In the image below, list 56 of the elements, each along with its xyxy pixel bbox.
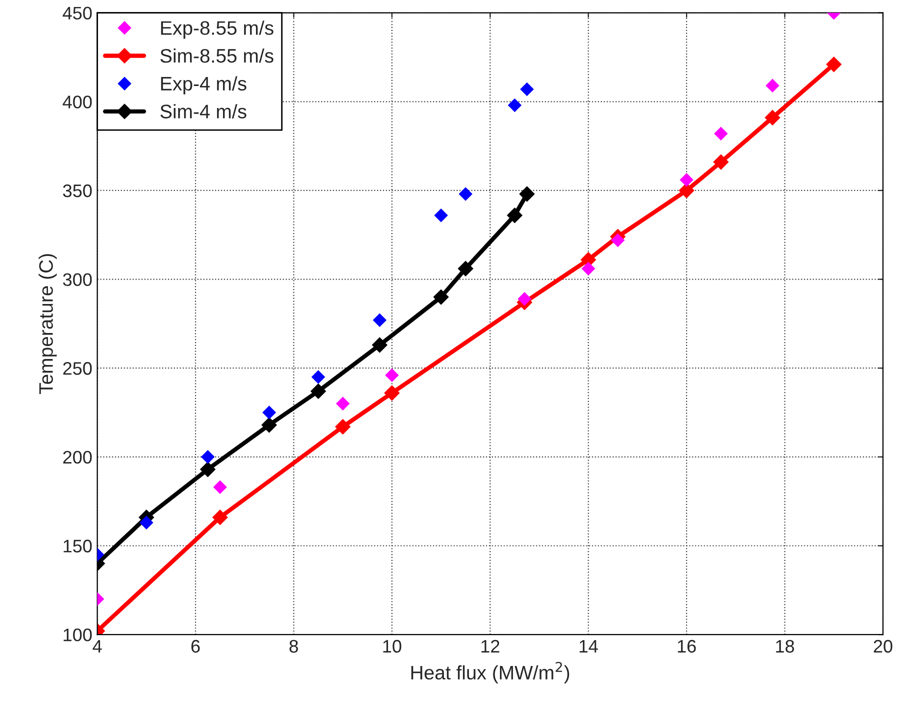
x-axis-title: Heat flux (MW/m$^{2}$) bbox=[411, 662, 570, 684]
x-tick-label: 20 bbox=[874, 640, 892, 653]
point bbox=[507, 208, 522, 223]
point bbox=[678, 182, 694, 198]
point bbox=[335, 419, 350, 434]
point bbox=[826, 56, 842, 72]
x-tick-label: 6 bbox=[191, 640, 200, 653]
point bbox=[200, 462, 216, 477]
y-tick-label: 150 bbox=[64, 540, 92, 552]
point bbox=[714, 127, 728, 140]
point bbox=[766, 79, 780, 92]
y-tick-label: 400 bbox=[62, 96, 92, 108]
point bbox=[213, 480, 227, 494]
point bbox=[373, 314, 386, 327]
x-tick-label: 14 bbox=[580, 640, 598, 653]
point bbox=[459, 187, 472, 201]
point bbox=[518, 292, 532, 306]
point bbox=[458, 261, 474, 276]
y-tick-label: 100 bbox=[64, 628, 92, 642]
point bbox=[212, 510, 228, 525]
point bbox=[520, 82, 534, 96]
point bbox=[764, 110, 780, 126]
point bbox=[262, 417, 277, 433]
x-tick-label: 4 bbox=[92, 640, 102, 653]
point bbox=[582, 262, 595, 276]
point bbox=[713, 154, 729, 170]
x-tick-label: 12 bbox=[481, 640, 500, 653]
legend-label: Exp-8.55 m/s bbox=[161, 20, 274, 39]
point bbox=[680, 173, 694, 186]
point bbox=[519, 186, 535, 202]
point bbox=[201, 450, 214, 464]
point bbox=[508, 98, 522, 112]
point bbox=[140, 516, 153, 530]
y-tick-label: 350 bbox=[63, 184, 92, 198]
point bbox=[433, 289, 449, 305]
legend-label: Sim-8.55 m/s bbox=[160, 48, 274, 63]
point bbox=[385, 368, 399, 382]
x-tick-label: 10 bbox=[383, 640, 402, 653]
point bbox=[312, 370, 325, 384]
legend-label: Exp-4 m/s bbox=[161, 76, 246, 94]
point bbox=[310, 384, 326, 399]
x-tick-label: 8 bbox=[289, 640, 298, 653]
point bbox=[336, 397, 350, 410]
x-tick-label: 18 bbox=[776, 640, 794, 653]
point bbox=[611, 234, 624, 247]
y-tick-label: 300 bbox=[63, 273, 92, 286]
point bbox=[384, 385, 400, 401]
legend-label: Sim-4 m/s bbox=[160, 104, 246, 118]
y-tick-label: 450 bbox=[62, 6, 92, 20]
point bbox=[434, 208, 448, 222]
point bbox=[262, 406, 276, 420]
y-tick-label: 200 bbox=[63, 450, 92, 464]
y-axis-title: Temperature (C) bbox=[38, 254, 57, 394]
point bbox=[372, 337, 388, 353]
x-tick-label: 16 bbox=[678, 640, 696, 653]
y-tick-label: 250 bbox=[63, 362, 92, 375]
